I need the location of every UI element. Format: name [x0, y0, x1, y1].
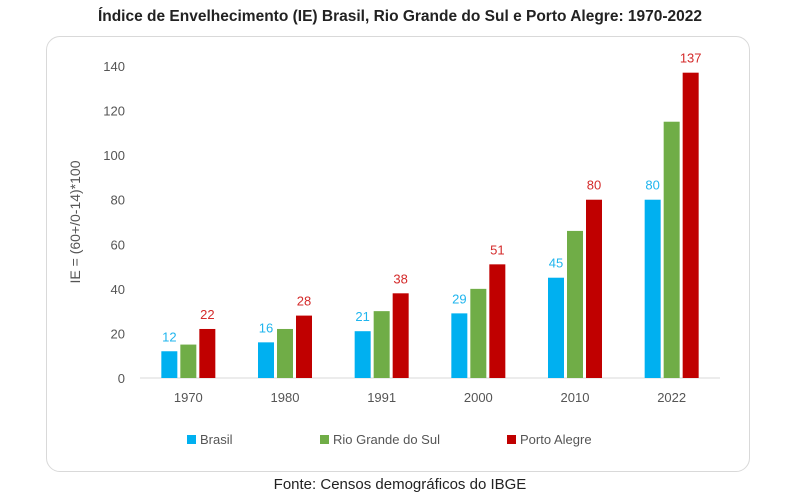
y-tick-label: 120: [103, 104, 125, 119]
bar-porto-alegre: [489, 264, 506, 378]
bar-porto-alegre: [296, 315, 312, 378]
y-tick-label: 60: [111, 237, 125, 252]
y-tick-label: 0: [118, 371, 125, 386]
bar-porto-alegre: [586, 199, 602, 378]
bar-porto-alegre: [392, 293, 409, 378]
data-label: 51: [490, 242, 504, 257]
bar-porto-alegre: [682, 72, 699, 378]
data-label: 28: [297, 294, 311, 309]
y-tick-label: 40: [111, 282, 125, 297]
bar-porto-alegre: [199, 328, 216, 378]
data-label: 21: [355, 309, 369, 324]
data-label: 80: [645, 178, 659, 193]
x-tick-label: 1991: [367, 390, 396, 405]
data-label: 137: [680, 51, 702, 66]
bar-brasil: [548, 277, 564, 378]
x-tick-label: 1970: [174, 390, 203, 405]
bar-rio-grande-do-sul: [663, 121, 680, 378]
x-tick-label: 2000: [464, 390, 493, 405]
bar-brasil: [258, 342, 274, 378]
chart-title: Índice de Envelhecimento (IE) Brasil, Ri…: [97, 8, 703, 25]
bar-brasil: [354, 331, 371, 378]
legend-swatch: [320, 435, 329, 444]
legend-swatch: [187, 435, 196, 444]
bar-brasil: [161, 351, 178, 378]
bar-rio-grande-do-sul: [567, 230, 583, 378]
y-tick-label: 80: [111, 193, 125, 208]
bar-rio-grande-do-sul: [470, 288, 487, 378]
data-label: 80: [587, 178, 601, 193]
source-note: Fonte: Censos demográficos do IBGE: [273, 476, 527, 493]
chart-frame: [46, 36, 750, 472]
bar-brasil: [451, 313, 468, 378]
y-axis-label: IE = (60+/0-14)*100: [67, 160, 83, 283]
y-tick-label: 100: [103, 148, 125, 163]
y-tick-label: 140: [103, 59, 125, 74]
legend-label: Rio Grande do Sul: [333, 432, 440, 447]
bar-rio-grande-do-sul: [277, 328, 293, 378]
y-tick-label: 20: [111, 326, 125, 341]
x-tick-label: 2010: [561, 390, 590, 405]
legend-label: Brasil: [200, 432, 233, 447]
x-tick-label: 1980: [271, 390, 300, 405]
bar-rio-grande-do-sul: [180, 344, 197, 378]
legend-swatch: [507, 435, 516, 444]
bar-brasil: [644, 199, 661, 378]
legend-label: Porto Alegre: [520, 432, 592, 447]
bar-rio-grande-do-sul: [373, 311, 390, 378]
data-label: 45: [549, 256, 563, 271]
x-tick-label: 2022: [657, 390, 686, 405]
data-label: 29: [452, 291, 466, 306]
data-label: 38: [393, 271, 407, 286]
data-label: 12: [162, 329, 176, 344]
data-label: 22: [200, 307, 214, 322]
data-label: 16: [259, 320, 273, 335]
